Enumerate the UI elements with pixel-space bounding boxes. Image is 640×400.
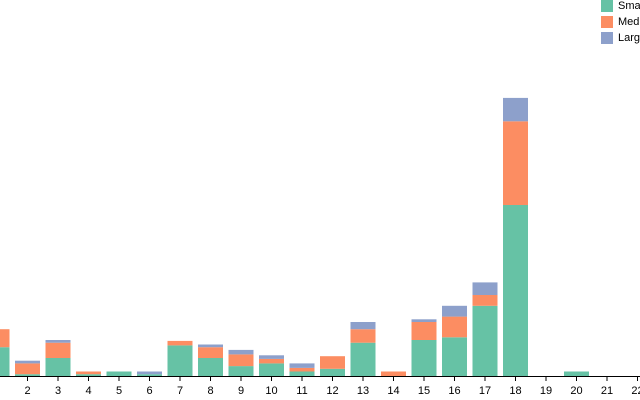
x-tick-label-9: 9 <box>238 385 244 397</box>
legend-label-small: Small <box>618 0 640 12</box>
x-tick-label-16: 16 <box>448 385 460 397</box>
bar-large-3 <box>45 340 71 343</box>
bar-small-11 <box>289 371 315 376</box>
bar-large-11 <box>289 363 315 368</box>
x-tick-label-8: 8 <box>207 385 213 397</box>
bar-small-12 <box>320 368 345 376</box>
bar-small-10 <box>259 363 284 376</box>
bar-small-6 <box>137 374 162 376</box>
bar-large-13 <box>350 322 376 330</box>
x-tick-label-11: 11 <box>296 385 307 397</box>
bar-large-17 <box>472 282 498 295</box>
bar-medium-14 <box>381 371 406 376</box>
bar-small-8 <box>198 358 223 376</box>
bar-medium-3 <box>45 342 71 358</box>
bar-medium-15 <box>411 322 437 340</box>
x-tick-label-18: 18 <box>509 385 521 397</box>
x-tick-label-14: 14 <box>387 385 399 397</box>
bar-large-9 <box>228 349 254 355</box>
bar-small-16 <box>442 337 467 376</box>
x-tick-label-13: 13 <box>357 385 369 397</box>
bar-medium-16 <box>442 316 467 338</box>
bar-large-15 <box>411 319 437 322</box>
bar-large-16 <box>442 305 467 317</box>
bar-small-3 <box>45 358 71 376</box>
x-tick-label-7: 7 <box>177 385 183 397</box>
x-tick-label-2: 2 <box>24 385 30 397</box>
bar-small-7 <box>167 345 193 376</box>
bar-large-6 <box>137 371 162 375</box>
bar-large-10 <box>259 355 284 359</box>
bar-medium-10 <box>259 358 284 364</box>
bar-small-15 <box>411 340 437 376</box>
bars-layer <box>0 97 589 376</box>
bar-medium-12 <box>320 356 345 369</box>
x-tick-label-10: 10 <box>265 385 277 397</box>
bar-small-1 <box>0 347 10 376</box>
bar-medium-1 <box>0 329 10 348</box>
legend-swatch-medium <box>601 16 613 28</box>
legend-label-large: Large <box>618 32 640 44</box>
legend-swatch-large <box>601 32 613 44</box>
bar-small-5 <box>106 371 132 376</box>
bar-small-9 <box>228 366 254 376</box>
legend: Small Medium Large <box>601 0 640 44</box>
bar-medium-13 <box>350 329 376 343</box>
x-axis-ticks: 12345678910111213141516171819202122 <box>0 376 640 397</box>
bar-medium-7 <box>167 340 193 346</box>
bar-medium-17 <box>472 295 498 306</box>
bar-medium-4 <box>76 371 101 375</box>
bar-large-8 <box>198 344 223 348</box>
x-tick-label-15: 15 <box>418 385 430 397</box>
bar-medium-11 <box>289 367 315 372</box>
bar-medium-8 <box>198 347 223 358</box>
bar-small-4 <box>76 374 101 376</box>
bar-medium-18 <box>503 121 528 205</box>
bar-large-18 <box>503 97 528 122</box>
legend-swatch-small <box>601 0 613 12</box>
bar-small-18 <box>503 205 528 376</box>
x-tick-label-12: 12 <box>326 385 338 397</box>
x-tick-label-19: 19 <box>540 385 552 397</box>
x-tick-label-3: 3 <box>55 385 61 397</box>
bar-small-20 <box>564 371 589 376</box>
bar-medium-2 <box>15 363 40 375</box>
bar-small-2 <box>15 374 40 376</box>
bar-medium-9 <box>228 354 254 367</box>
x-tick-label-4: 4 <box>85 385 91 397</box>
x-tick-label-22: 22 <box>631 385 640 397</box>
x-tick-label-5: 5 <box>116 385 122 397</box>
bar-small-17 <box>472 305 498 376</box>
x-tick-label-17: 17 <box>479 385 491 397</box>
bar-small-13 <box>350 342 376 376</box>
x-tick-label-20: 20 <box>570 385 582 397</box>
legend-label-medium: Medium <box>618 16 640 28</box>
x-tick-label-6: 6 <box>146 385 152 397</box>
bar-large-2 <box>15 360 40 364</box>
x-tick-label-21: 21 <box>601 385 613 397</box>
